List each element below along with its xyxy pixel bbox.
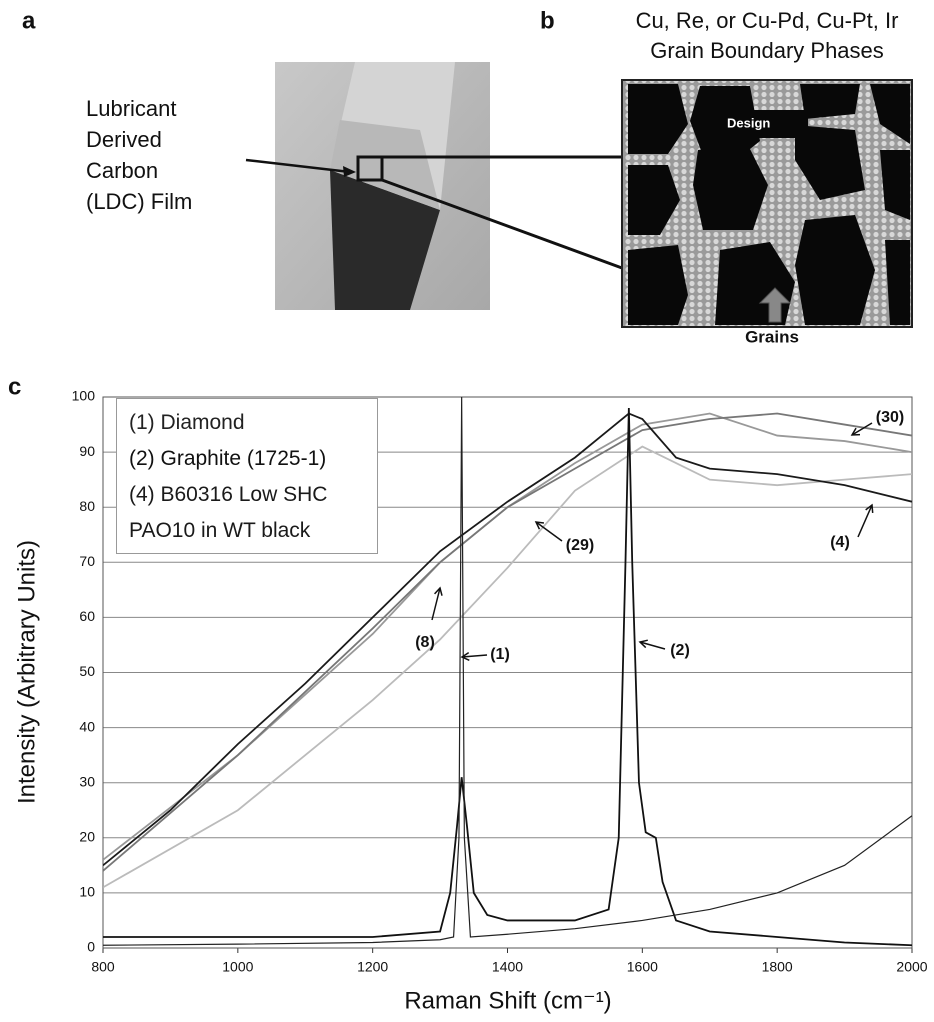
annotation: (1): [490, 646, 510, 663]
y-tick-label: 80: [79, 498, 95, 514]
legend: (1) Diamond (2) Graphite (1725-1) (4) B603…: [116, 398, 378, 554]
series-line: [103, 412, 912, 867]
series-line: [103, 412, 912, 872]
annotation-arrow: [535, 521, 563, 542]
y-tick-label: 50: [79, 663, 95, 679]
caption-line: (LDC) Film: [86, 189, 192, 214]
annotation: (8): [415, 634, 435, 651]
series-line: [103, 397, 912, 946]
y-axis-title: Intensity (Arbitrary Units): [13, 540, 40, 804]
y-tick-label: 60: [79, 608, 95, 624]
series-line: [103, 408, 912, 947]
x-tick-label: 800: [91, 959, 115, 975]
x-tick-label: 1800: [762, 959, 793, 975]
annotation: (29): [566, 537, 594, 554]
annotation-arrowhead: [534, 521, 545, 530]
caption-line: Carbon: [86, 158, 158, 183]
micrograph: [621, 79, 913, 328]
x-tick-label: 1400: [492, 959, 523, 975]
annotation-arrow: [461, 654, 488, 658]
annotation-arrowhead: [865, 503, 874, 514]
y-tick-label: 10: [79, 884, 95, 900]
arrow: [758, 287, 792, 323]
annotation: (4): [830, 534, 850, 551]
legend-entry: (1) Diamond: [129, 411, 245, 434]
annotation-arrowhead: [850, 427, 861, 436]
annotation-arrowhead: [460, 651, 470, 661]
panel-label: a: [22, 7, 36, 34]
panel-label: b: [540, 7, 555, 34]
y-tick-label: 20: [79, 829, 95, 845]
pointer: [245, 158, 351, 174]
y-tick-label: 30: [79, 773, 95, 789]
x-tick-label: 1200: [357, 959, 388, 975]
annotation-arrowhead: [434, 586, 443, 596]
panel-title: Grain Boundary Phases: [650, 38, 884, 63]
caption: Lubricant Derived Carbon (LDC) Film: [86, 96, 192, 214]
annotation-arrow: [857, 504, 873, 538]
y-tick-label: 100: [72, 388, 96, 404]
x-tick-label: 1600: [627, 959, 658, 975]
annotation-arrowhead: [638, 639, 648, 649]
panel-title: Cu, Re, or Cu-Pd, Cu-Pt, Ir: [636, 8, 899, 33]
zoom-line: [381, 178, 623, 270]
y-tick-label: 40: [79, 718, 95, 734]
annotation-arrow: [851, 422, 873, 436]
panel-label: c: [8, 373, 21, 400]
annotation: (30): [876, 409, 904, 426]
caption-line: Lubricant: [86, 96, 177, 121]
y-tick-label: 0: [87, 939, 95, 955]
annotation-arrow: [639, 641, 666, 650]
caption-line: Derived: [86, 127, 162, 152]
legend-entry: (4) B60316 Low SHC PAO10 in WT black: [129, 483, 328, 542]
arrow-label: Grains: [745, 327, 799, 346]
photo: [275, 62, 490, 310]
plot-frame: [102, 396, 913, 949]
x-tick-label: 2000: [896, 959, 927, 975]
inset-label: Design: [727, 115, 770, 130]
annotation: (2): [670, 642, 690, 659]
y-tick-label: 70: [79, 553, 95, 569]
arrowhead: [343, 166, 356, 177]
series-line: [103, 412, 912, 861]
series-line: [103, 445, 912, 889]
y-tick-label: 90: [79, 443, 95, 459]
annotation-arrow: [431, 587, 441, 621]
x-axis-title: Raman Shift (cm⁻¹): [404, 987, 611, 1014]
x-tick-label: 1000: [222, 959, 253, 975]
legend-entry: (2) Graphite (1725-1): [129, 447, 327, 470]
